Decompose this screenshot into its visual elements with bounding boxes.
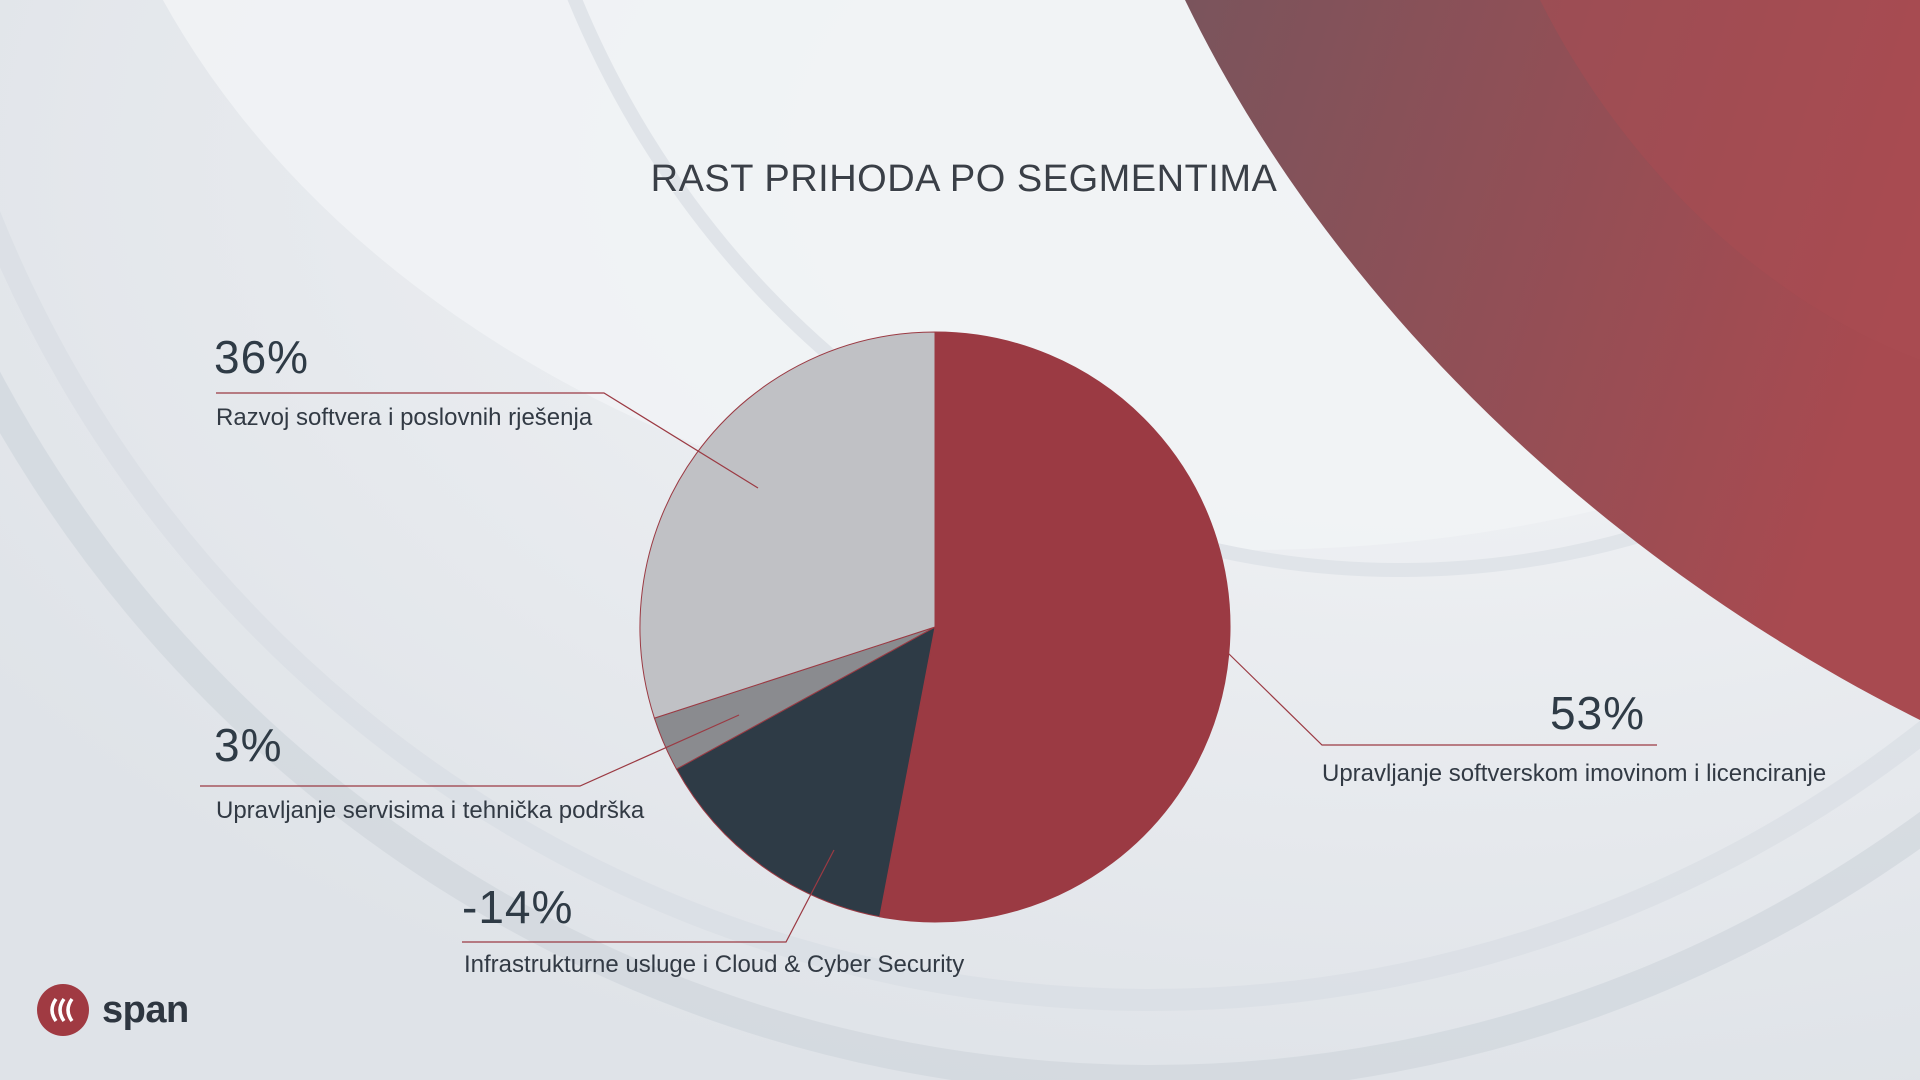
slice-value-upravljanje-softverom: 53% (1550, 687, 1646, 739)
slice-value-razvoj: 36% (214, 331, 310, 383)
slice-label-razvoj: Razvoj softvera i poslovnih rješenja (216, 404, 593, 431)
logo-text: span (102, 988, 189, 1031)
slice-label-servisi: Upravljanje servisima i tehnička podrška (216, 797, 645, 824)
leader-line-upravljanje-softverom (1227, 652, 1657, 746)
span-logo: span (36, 983, 189, 1037)
slice-label-upravljanje-softverom: Upravljanje softverskom imovinom i licen… (1322, 760, 1827, 787)
chart-title: RAST PRIHODA PO SEGMENTIMA (650, 158, 1278, 200)
slice-infrastruktura (675, 626, 936, 918)
leader-line-razvoj (216, 392, 759, 489)
slice-value-servisi: 3% (214, 719, 283, 771)
slice-value-infrastruktura: -14% (462, 881, 574, 933)
leader-line-infrastruktura (462, 849, 835, 943)
leader-line-servisi (200, 714, 740, 787)
slice-razvoj (639, 331, 936, 719)
slice-upravljanje-softverom (879, 331, 1231, 923)
span-logo-icon (37, 984, 89, 1036)
slice-label-infrastruktura: Infrastrukturne usluge i Cloud & Cyber S… (464, 951, 965, 978)
